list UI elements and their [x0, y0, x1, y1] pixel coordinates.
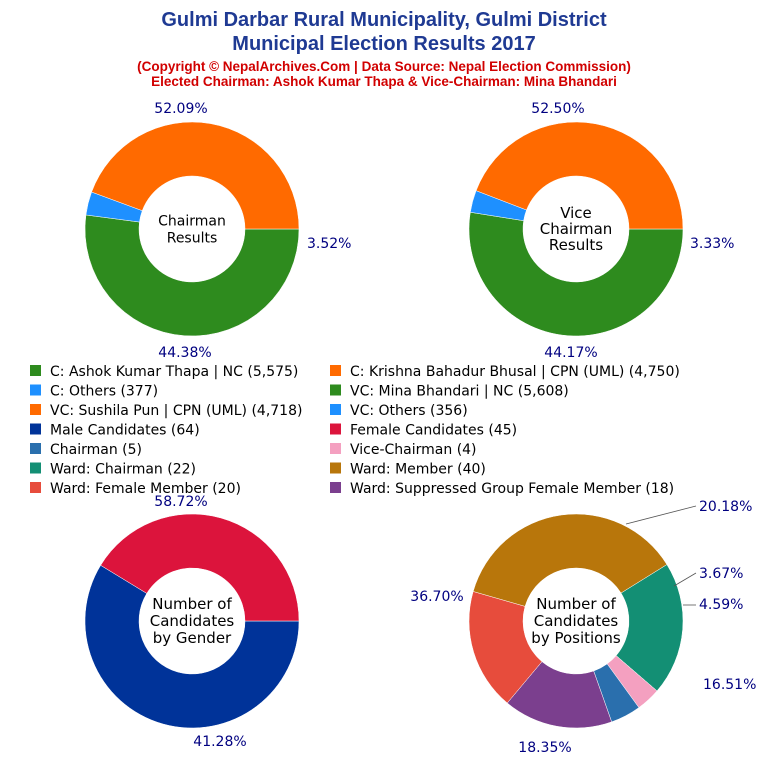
center-label: Vice — [560, 204, 592, 222]
percent-label: 3.67% — [699, 566, 743, 582]
percent-label: 3.33% — [690, 236, 734, 252]
legend-swatch — [330, 404, 341, 415]
donut-candidates-by-positions: 20.18% 3.67% 4.59% 16.51% 18.35% 36.70% Number… — [410, 499, 756, 756]
legend-swatch — [330, 462, 341, 474]
legend-label: Female Candidates (45) — [350, 423, 517, 439]
legend-label: Male Candidates (64) — [50, 423, 200, 439]
center-label: by Gender — [153, 629, 232, 647]
leader-line — [625, 505, 697, 525]
legend-swatch — [330, 443, 341, 454]
slice-vc-sushila-pun-cpn-uml — [475, 121, 684, 230]
slice-male-candidates — [84, 564, 300, 729]
center-label: Chairman — [540, 220, 613, 238]
center-label: Number of — [536, 595, 616, 613]
legend-label: C: Ashok Kumar Thapa | NC (5,575) — [50, 364, 298, 380]
percent-label: 52.09% — [154, 101, 207, 117]
leader-line — [673, 572, 697, 587]
legend-label: Chairman (5) — [50, 442, 142, 458]
percent-label: 3.52% — [307, 236, 351, 252]
legend: C: Ashok Kumar Thapa | NC (5,575) C: Kris… — [30, 364, 680, 497]
chart-title-line2: Municipal Election Results 2017 — [232, 33, 535, 55]
center-label: Number of — [152, 595, 232, 613]
legend-swatch — [30, 365, 41, 376]
slice-ward-member — [472, 513, 668, 607]
legend-swatch — [30, 443, 41, 454]
legend-swatch — [30, 462, 41, 474]
percent-label: 52.50% — [531, 101, 584, 117]
percent-label: 58.72% — [154, 494, 207, 510]
legend-label: VC: Sushila Pun | CPN (UML) (4,718) — [50, 403, 302, 419]
center-label: Candidates — [534, 612, 619, 630]
legend-label: Ward: Chairman (22) — [50, 462, 196, 478]
percent-label: 16.51% — [703, 677, 756, 693]
legend-label: Vice-Chairman (4) — [350, 442, 477, 458]
percent-label: 41.28% — [193, 734, 246, 750]
legend-swatch — [30, 384, 41, 396]
chart-title-line1: Gulmi Darbar Rural Municipality, Gulmi D… — [161, 9, 607, 31]
legend-label: C: Krishna Bahadur Bhusal | CPN (UML) (4… — [350, 364, 680, 380]
chart-subtitle-line1: (Copyright © NepalArchives.Com | Data So… — [137, 59, 631, 74]
slice-c-krishna-bahadur-bhusal-cpn-uml — [91, 121, 300, 230]
center-label: Candidates — [150, 612, 235, 630]
percent-label: 20.18% — [699, 499, 752, 515]
percent-label: 4.59% — [699, 597, 743, 613]
percent-label: 36.70% — [410, 589, 463, 605]
legend-swatch — [330, 384, 341, 396]
legend-label: VC: Mina Bhandari | NC (5,608) — [350, 384, 569, 400]
percent-label: 44.17% — [544, 345, 597, 361]
legend-swatch — [30, 404, 41, 415]
legend-swatch — [30, 482, 41, 493]
percent-label: 44.38% — [158, 345, 211, 361]
legend-swatch — [330, 482, 341, 493]
legend-swatch — [330, 423, 341, 435]
legend-swatch — [330, 365, 341, 376]
percent-label: 18.35% — [518, 740, 571, 756]
center-label: Results — [549, 236, 603, 254]
legend-label: Ward: Member (40) — [350, 462, 486, 478]
legend-label: Ward: Female Member (20) — [50, 481, 241, 497]
legend-swatch — [30, 423, 41, 435]
center-label: Results — [167, 231, 218, 247]
slice-female-candidates — [100, 513, 300, 622]
legend-label: Ward: Suppressed Group Female Member (18… — [350, 481, 674, 497]
center-label: Chairman — [158, 214, 226, 230]
legend-label: C: Others (377) — [50, 384, 158, 400]
chart-subtitle-line2: Elected Chairman: Ashok Kumar Thapa & Vi… — [151, 74, 617, 89]
center-label: by Positions — [531, 629, 621, 647]
legend-label: VC: Others (356) — [350, 403, 468, 419]
